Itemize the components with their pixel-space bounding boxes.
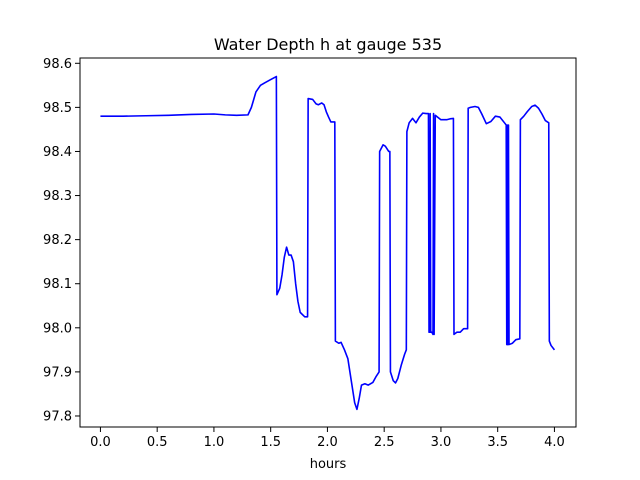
y-tick-label: 98.2: [43, 233, 72, 248]
plot-area: [79, 57, 577, 428]
x-tick-label: 0.0: [90, 435, 111, 450]
x-tick-label: 0.5: [147, 435, 168, 450]
x-tick-label: 1.0: [204, 435, 225, 450]
x-axis-label: hours: [310, 457, 347, 472]
x-tick-label: 1.5: [260, 435, 281, 450]
y-tick-label: 98.4: [43, 145, 72, 160]
y-tick-label: 98.3: [43, 189, 72, 204]
y-tick-label: 97.8: [43, 409, 72, 424]
x-tick-label: 3.5: [487, 435, 508, 450]
x-tick-label: 2.5: [374, 435, 395, 450]
chart-title: Water Depth h at gauge 535: [214, 35, 442, 54]
series-line: [100, 75, 556, 411]
y-tick-label: 98.6: [43, 57, 72, 72]
y-axis: 97.8 97.9 98.0 98.1 98.2 98.3 98.4 98.5 98.6: [43, 57, 80, 424]
y-tick-label: 97.9: [43, 365, 72, 380]
x-tick-label: 3.0: [431, 435, 452, 450]
x-tick-label: 4.0: [544, 435, 565, 450]
y-tick-label: 98.5: [43, 101, 72, 116]
y-tick-label: 98.1: [43, 277, 72, 292]
x-tick-label: 2.0: [317, 435, 338, 450]
series-layer: [100, 75, 556, 411]
y-tick-label: 98.0: [43, 321, 72, 336]
x-axis: 0.0 0.5 1.0 1.5 2.0 2.5 3.0 3.5 4.0: [90, 427, 565, 450]
